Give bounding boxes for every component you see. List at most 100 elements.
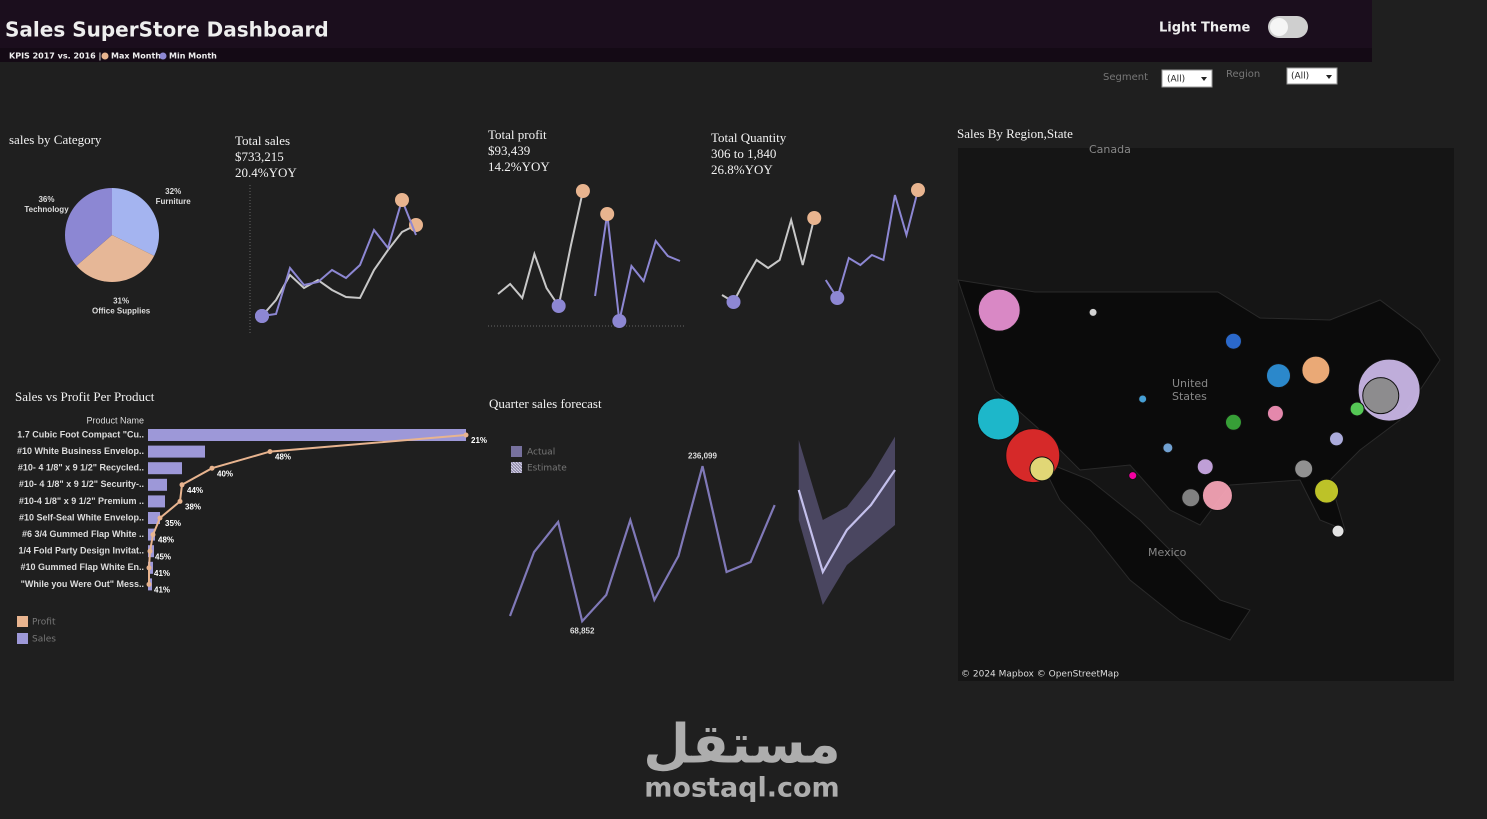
filter-label: Region bbox=[1226, 69, 1260, 80]
margin-label: 21% bbox=[471, 436, 487, 445]
category-label: #10- 4 1/8" x 9 1/2" Recycled.. bbox=[18, 463, 144, 473]
min-marker bbox=[830, 291, 845, 305]
min-dot bbox=[159, 52, 167, 60]
filter-select[interactable] bbox=[1286, 67, 1338, 85]
bubble bbox=[1128, 471, 1138, 481]
margin-label: 44% bbox=[187, 486, 203, 495]
legend-swatch bbox=[17, 616, 28, 627]
theme-label: Light Theme bbox=[1159, 21, 1251, 36]
bubble bbox=[1266, 404, 1284, 422]
category-label: #10 Gummed Flap White En.. bbox=[20, 562, 144, 572]
min-label: Min Month bbox=[169, 52, 217, 61]
profit-point bbox=[146, 565, 152, 571]
watermark: مستقل bbox=[643, 713, 841, 776]
kpi-title: Total profit bbox=[488, 127, 547, 142]
filter-value: (All) bbox=[1291, 72, 1309, 82]
axis-title: Product Name bbox=[86, 415, 144, 425]
profit-point bbox=[179, 482, 185, 488]
kpi-value: 306 to 1,840 bbox=[711, 146, 776, 161]
margin-label: 41% bbox=[154, 569, 170, 578]
bubble bbox=[1294, 459, 1314, 479]
chart-title: Sales By Region,State bbox=[957, 126, 1073, 141]
profit-point bbox=[157, 515, 163, 521]
map-label: United bbox=[1172, 377, 1208, 390]
kpi-title: Total sales bbox=[235, 133, 290, 148]
dropdown-arrow bbox=[1326, 75, 1332, 79]
dropdown-arrow bbox=[1201, 77, 1207, 81]
max-marker bbox=[600, 207, 615, 221]
category-label: #10- 4 1/8" x 9 1/2" Security-.. bbox=[19, 479, 144, 489]
bar bbox=[148, 462, 182, 475]
subtitle: KPIS 2017 vs. 2016 | bbox=[9, 52, 101, 61]
sparkline bbox=[497, 190, 584, 309]
bar bbox=[148, 478, 167, 491]
filter-label: Segment bbox=[1103, 72, 1148, 83]
slice-label: Technology bbox=[24, 205, 69, 214]
legend-swatch bbox=[511, 446, 522, 457]
bubble bbox=[1362, 377, 1400, 415]
sparkline bbox=[261, 196, 417, 317]
profit-line bbox=[148, 434, 467, 585]
slice-value: 36% bbox=[38, 195, 54, 204]
max-label: Max Month bbox=[111, 52, 161, 61]
kpi-title: Total Quantity bbox=[711, 130, 787, 145]
map-label: Canada bbox=[1089, 143, 1131, 156]
kpi-value: $93,439 bbox=[488, 143, 530, 158]
subtitle-bar bbox=[0, 48, 1372, 62]
bubble bbox=[1201, 480, 1233, 512]
bubble bbox=[1314, 478, 1340, 504]
margin-label: 41% bbox=[154, 586, 170, 595]
max-dot bbox=[101, 52, 109, 60]
filter-value: (All) bbox=[1167, 75, 1185, 85]
bubble bbox=[976, 397, 1020, 441]
bubble bbox=[1224, 413, 1242, 431]
bar bbox=[148, 512, 160, 524]
bar bbox=[148, 445, 205, 458]
forecast-band bbox=[798, 436, 895, 605]
legend-label: Actual bbox=[527, 448, 555, 458]
chart-title: Sales vs Profit Per Product bbox=[15, 389, 155, 404]
profit-point bbox=[146, 581, 152, 587]
min-marker bbox=[612, 314, 627, 328]
bar bbox=[148, 495, 165, 508]
value-label: 236,099 bbox=[688, 451, 717, 460]
max-marker bbox=[575, 184, 590, 198]
margin-label: 45% bbox=[155, 552, 171, 561]
bubble bbox=[1162, 442, 1174, 454]
title: Sales SuperStore Dashboard bbox=[5, 18, 329, 42]
bubble bbox=[1224, 332, 1242, 350]
bubble bbox=[1349, 401, 1365, 417]
profit-point bbox=[463, 432, 469, 438]
min-marker bbox=[726, 295, 741, 309]
bubble bbox=[1331, 524, 1345, 538]
margin-label: 40% bbox=[217, 469, 233, 478]
margin-label: 35% bbox=[165, 519, 181, 528]
filter-select[interactable] bbox=[1161, 69, 1213, 88]
bubble bbox=[1301, 355, 1331, 385]
legend-swatch bbox=[511, 462, 522, 473]
land bbox=[1038, 459, 1251, 641]
slice-label: Office Supplies bbox=[92, 307, 151, 316]
bubble bbox=[1265, 363, 1291, 389]
legend-swatch bbox=[17, 633, 28, 644]
bubble bbox=[1088, 307, 1098, 317]
pie-slice bbox=[112, 188, 159, 256]
pie-slice bbox=[76, 235, 155, 282]
map-label: States bbox=[1172, 390, 1207, 403]
max-marker bbox=[395, 193, 409, 207]
forecast-line bbox=[797, 469, 896, 575]
kpi-value: $733,215 bbox=[235, 149, 284, 164]
max-marker bbox=[807, 211, 822, 225]
min-marker bbox=[551, 299, 566, 313]
bubble bbox=[1328, 431, 1344, 447]
kpi-yoy: 20.4%YOY bbox=[235, 165, 297, 180]
bubble bbox=[1181, 488, 1201, 508]
sparkline bbox=[594, 213, 681, 322]
profit-point bbox=[147, 548, 153, 554]
min-marker bbox=[255, 309, 269, 323]
value-label: 68,852 bbox=[570, 626, 595, 635]
profit-point bbox=[177, 498, 183, 504]
slice-label: Furniture bbox=[156, 197, 192, 206]
